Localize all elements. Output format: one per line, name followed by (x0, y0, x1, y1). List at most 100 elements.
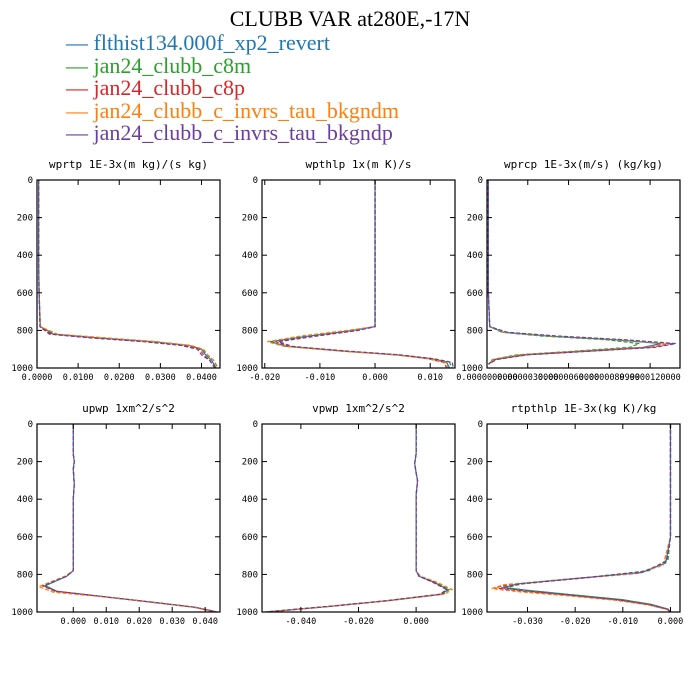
panel-series-group (491, 424, 672, 612)
y-tick-label: 1000 (11, 608, 33, 618)
y-tick-label: 200 (242, 214, 258, 224)
y-tick-label: 600 (17, 533, 33, 543)
series-line-5 (501, 424, 672, 612)
legend-label-1: flthist134.000f_xp2_revert (93, 30, 330, 55)
legend-label-5: jan24_clubb_c_invrs_tau_bkgndp (93, 120, 393, 145)
x-tick-label: 0.000 (60, 617, 86, 627)
x-tick-label: 0.0000000000 (456, 373, 517, 383)
x-tick-label: 0.000 (403, 617, 429, 627)
series-line-4 (267, 424, 454, 612)
series-line-1 (43, 424, 217, 612)
y-tick-label: 200 (242, 458, 258, 468)
panel-series-group (487, 180, 677, 365)
legend-label-4: jan24_clubb_c_invrs_tau_bkgndm (93, 97, 400, 123)
y-tick-label: 600 (242, 289, 258, 299)
y-tick-label: 600 (467, 289, 483, 299)
x-tick-label: 0.0300 (145, 373, 176, 383)
plot-frame (486, 179, 681, 369)
series-line-4 (37, 424, 216, 612)
y-tick-label: 200 (17, 458, 33, 468)
x-tick-label: 0.0000060000 (538, 373, 599, 383)
panel-series-group (267, 180, 454, 368)
y-tick-label: 1000 (461, 608, 483, 618)
series-line-4 (38, 180, 218, 368)
panel-title: wpthlp 1x(m K)/s (306, 158, 412, 171)
legend-label-2: jan24_clubb_c8m (93, 52, 252, 78)
plot-frame (261, 179, 456, 369)
series-line-3 (40, 424, 217, 612)
series-line-5 (42, 424, 217, 612)
y-tick-label: 200 (467, 458, 483, 468)
panel-6: rtpthlp 1E-3x(kg K)/kg 0 200 400 600 800 1000 -… (461, 402, 683, 627)
y-tick-label: 400 (17, 495, 33, 505)
series-line-1 (266, 424, 449, 612)
panel-2: wpthlp 1x(m K)/s 0 200 400 600 800 1000-0.020 -… (236, 158, 456, 383)
y-tick-label: 400 (242, 495, 258, 505)
y-tick-label: 800 (467, 570, 483, 580)
panel-4: upwp 1xm^2/s^2 0 200 400 600 800 1000 0.000 0.01… (11, 402, 221, 627)
legend: — flthist134.000f_xp2_revert — jan24_clu… (66, 30, 400, 145)
panel-title: wprtp 1E-3x(m kg)/(s kg) (49, 158, 208, 171)
series-line-2 (505, 424, 672, 612)
legend-item-1: — flthist134.000f_xp2_revert (66, 30, 330, 55)
plot-frame (36, 423, 221, 613)
x-tick-label: 0.000 (658, 617, 684, 627)
y-tick-label: 0 (478, 420, 483, 430)
series-line-2 (267, 180, 453, 368)
legend-item-3: — jan24_clubb_c8p (66, 75, 246, 100)
panel-title: wprcp 1E-3x(m/s) (kg/kg) (504, 158, 663, 171)
legend-item-2: — jan24_clubb_c8m (66, 52, 252, 78)
panel-series-group (264, 424, 454, 612)
y-tick-label: 600 (467, 533, 483, 543)
y-tick-label: 0 (478, 176, 483, 186)
x-tick-label: -0.030 (512, 617, 543, 627)
x-tick-label: 0.020 (126, 617, 152, 627)
plot-frame (486, 423, 681, 613)
x-tick-label: 0.0000089999 (579, 373, 640, 383)
y-tick-label: 1000 (11, 364, 33, 374)
x-tick-label: 0.0200 (104, 373, 135, 383)
series-line-5 (278, 180, 454, 368)
y-tick-label: 800 (17, 570, 33, 580)
series-line-2 (43, 424, 217, 612)
x-tick-label: -0.040 (286, 617, 317, 627)
y-tick-label: 400 (242, 251, 258, 261)
panel-series-group (37, 424, 217, 612)
series-line-1 (270, 180, 451, 368)
series-line-2 (266, 424, 451, 612)
y-tick-label: 0 (28, 176, 33, 186)
panel-5: vpwp 1xm^2/s^2 0 200 400 600 800 1000 -0.040 -0.… (236, 402, 456, 627)
y-tick-label: 0 (253, 420, 258, 430)
y-tick-label: 800 (242, 570, 258, 580)
legend-item-4: — jan24_clubb_c_invrs_tau_bkgndm (66, 97, 400, 123)
y-tick-label: 400 (467, 251, 483, 261)
y-tick-label: 400 (467, 495, 483, 505)
series-line-5 (266, 424, 448, 612)
y-tick-label: 1000 (461, 364, 483, 374)
x-tick-label: 0.0000030000 (497, 373, 558, 383)
x-tick-label: 0.040 (192, 617, 218, 627)
series-line-5 (487, 180, 677, 365)
y-tick-label: 600 (17, 289, 33, 299)
x-tick-label: 0.0400 (186, 373, 217, 383)
legend-item-5: — jan24_clubb_c_invrs_tau_bkgndp (66, 120, 393, 145)
x-tick-label: 0.0000120000 (619, 373, 680, 383)
y-tick-label: 800 (467, 326, 483, 336)
y-tick-label: 0 (253, 176, 258, 186)
plot-frame (36, 179, 221, 369)
panel-1: wprtp 1E-3x(m kg)/(s kg) 0 200 400 600 800 100… (11, 158, 221, 383)
y-tick-label: 1000 (236, 364, 258, 374)
x-tick-label: -0.010 (607, 617, 638, 627)
x-tick-label: 0.0000 (22, 373, 53, 383)
y-tick-label: 400 (17, 251, 33, 261)
y-tick-label: 600 (242, 533, 258, 543)
series-line-3 (487, 180, 672, 365)
series-line-3 (275, 180, 448, 368)
x-tick-label: -0.020 (343, 617, 374, 627)
x-tick-label: -0.020 (560, 617, 591, 627)
y-tick-label: 0 (28, 420, 33, 430)
legend-label-3: jan24_clubb_c8p (93, 75, 246, 100)
plot-frame (261, 423, 456, 613)
figure-title: CLUBB VAR at280E,-17N (229, 6, 471, 31)
